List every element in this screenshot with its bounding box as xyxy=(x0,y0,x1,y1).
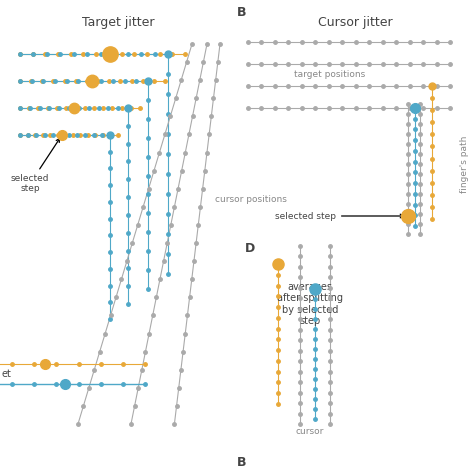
Text: Cursor jitter: Cursor jitter xyxy=(318,16,392,29)
Text: et: et xyxy=(2,369,12,379)
Text: cursor positions: cursor positions xyxy=(215,194,287,203)
Text: D: D xyxy=(245,242,255,255)
Text: finger's path: finger's path xyxy=(461,135,470,193)
Text: target positions: target positions xyxy=(294,70,365,79)
Text: selected step: selected step xyxy=(275,211,404,220)
Text: B: B xyxy=(237,456,246,469)
Text: cursor: cursor xyxy=(296,427,324,436)
Text: Target jitter: Target jitter xyxy=(82,16,154,29)
Text: averages
after splitting
by selected
step: averages after splitting by selected ste… xyxy=(277,282,343,327)
Text: B: B xyxy=(237,6,246,19)
Text: selected
step: selected step xyxy=(11,138,60,193)
